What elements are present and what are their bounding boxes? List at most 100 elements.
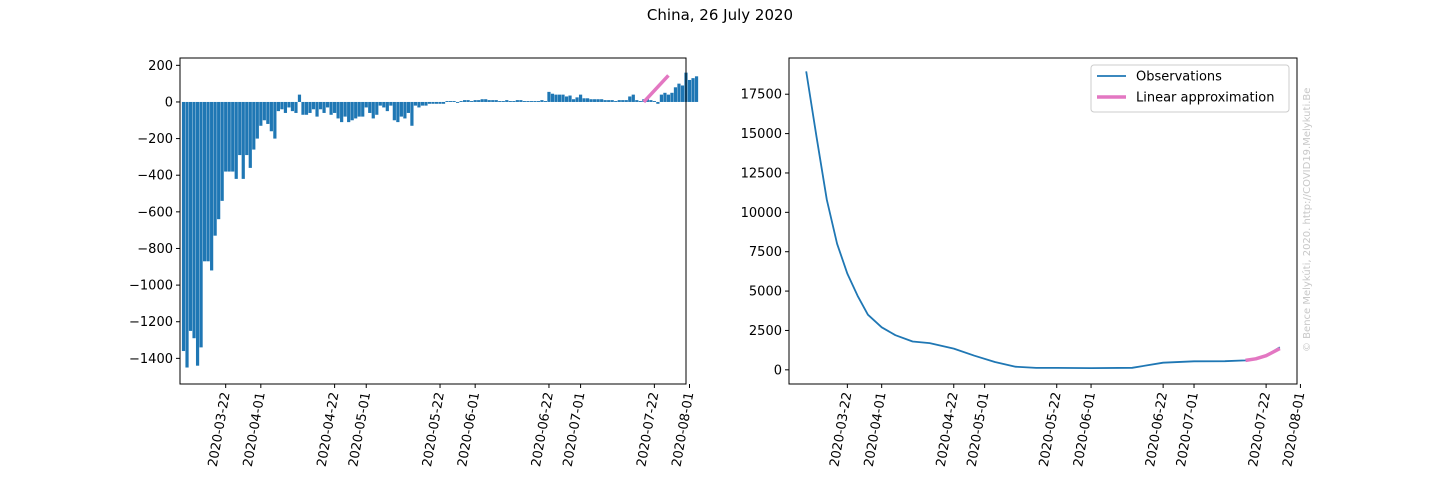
bar	[473, 100, 477, 102]
bar	[571, 99, 576, 102]
bar	[269, 101, 273, 132]
legend-box	[1090, 64, 1290, 113]
bar	[361, 101, 365, 117]
bar	[399, 101, 403, 117]
bar	[543, 101, 548, 102]
bar	[459, 101, 463, 102]
bar	[484, 99, 488, 102]
bar	[248, 101, 252, 168]
bar	[593, 99, 597, 102]
bar	[448, 101, 453, 102]
bar	[624, 100, 628, 102]
x-tick-label: 2020-03-22	[206, 391, 234, 468]
observations-line	[805, 71, 1281, 370]
bar	[396, 101, 400, 123]
y-tick-label: −800	[137, 242, 173, 257]
bar	[614, 101, 618, 102]
bar	[301, 101, 305, 115]
bar	[540, 100, 544, 102]
bar	[596, 99, 600, 102]
x-tick-label: 2020-04-22	[934, 391, 962, 468]
bar	[568, 95, 572, 102]
bar	[687, 79, 692, 102]
x-tick-label: 2020-06-22	[529, 391, 557, 468]
bar	[487, 100, 491, 102]
bar	[638, 101, 642, 102]
bar	[325, 101, 330, 108]
bar	[304, 101, 309, 115]
line-chart-panel: 17500 15000 12500 10000 7500 5000 2500 0 2020-03…	[741, 57, 1308, 468]
bar	[318, 101, 323, 110]
bar	[213, 101, 217, 236]
bar	[508, 101, 512, 102]
y-tick-label: −400	[137, 169, 173, 184]
bar	[610, 100, 614, 102]
bar	[631, 94, 635, 102]
bar	[533, 101, 537, 102]
y-tick-label: 10000	[741, 206, 782, 221]
x-tick-label: 2020-05-22	[1037, 391, 1065, 468]
bar	[512, 101, 516, 102]
bar	[413, 101, 418, 106]
bar-chart-panel: 200 0 −200 −400 −600 −800 −1000 −1200 −1400 2020-…	[129, 57, 699, 468]
bar	[311, 101, 316, 110]
bar	[410, 101, 414, 126]
bar	[470, 101, 474, 102]
bar	[217, 101, 221, 220]
bar	[441, 101, 446, 104]
bar	[333, 101, 337, 113]
x-tick-label: 2020-03-22	[827, 391, 855, 468]
bar	[343, 101, 347, 117]
bar	[621, 100, 625, 102]
bar	[649, 100, 653, 102]
bar	[255, 101, 259, 139]
bar	[431, 101, 435, 104]
bar	[185, 101, 189, 368]
bar	[227, 101, 231, 172]
bar	[181, 101, 186, 352]
bar	[245, 101, 249, 156]
bar	[452, 101, 456, 102]
bar	[578, 94, 583, 102]
y-tick-label: 12500	[741, 166, 782, 181]
bar	[652, 101, 656, 102]
x-tick-label: 2020-07-01	[561, 391, 589, 468]
bar	[329, 101, 333, 115]
y-tick-label: 15000	[741, 127, 782, 142]
bar	[456, 101, 460, 103]
y-tick-label: 200	[148, 59, 173, 74]
y-tick-label: −200	[137, 132, 173, 147]
bar	[494, 100, 498, 102]
bar	[586, 98, 590, 102]
bar	[347, 101, 351, 123]
x-tick-label: 2020-08-01	[670, 391, 698, 468]
y-tick-label: −1400	[129, 352, 173, 367]
bar	[403, 101, 407, 119]
bar	[522, 101, 526, 102]
bar	[550, 93, 555, 102]
bar	[315, 101, 319, 117]
approximation-line	[1245, 347, 1281, 363]
x-tick-label: 2020-06-22	[1143, 391, 1171, 468]
x-tick-label: 2020-06-01	[455, 391, 483, 468]
bar	[656, 101, 660, 104]
bar	[617, 100, 621, 102]
bar	[466, 100, 470, 102]
bar	[680, 85, 685, 102]
bar	[529, 101, 533, 102]
bar	[694, 76, 699, 102]
bar	[663, 92, 667, 102]
bar	[434, 101, 439, 104]
bar	[427, 101, 432, 104]
bar	[589, 99, 593, 102]
bar	[297, 94, 302, 102]
bar	[234, 101, 238, 179]
bar	[603, 100, 607, 102]
y-tick-label: −600	[137, 205, 173, 220]
bar	[195, 101, 200, 366]
bar	[231, 101, 235, 172]
bar	[659, 94, 663, 102]
x-tick-label: 2020-05-22	[420, 391, 448, 468]
x-tick-label: 2020-07-22	[634, 391, 662, 468]
